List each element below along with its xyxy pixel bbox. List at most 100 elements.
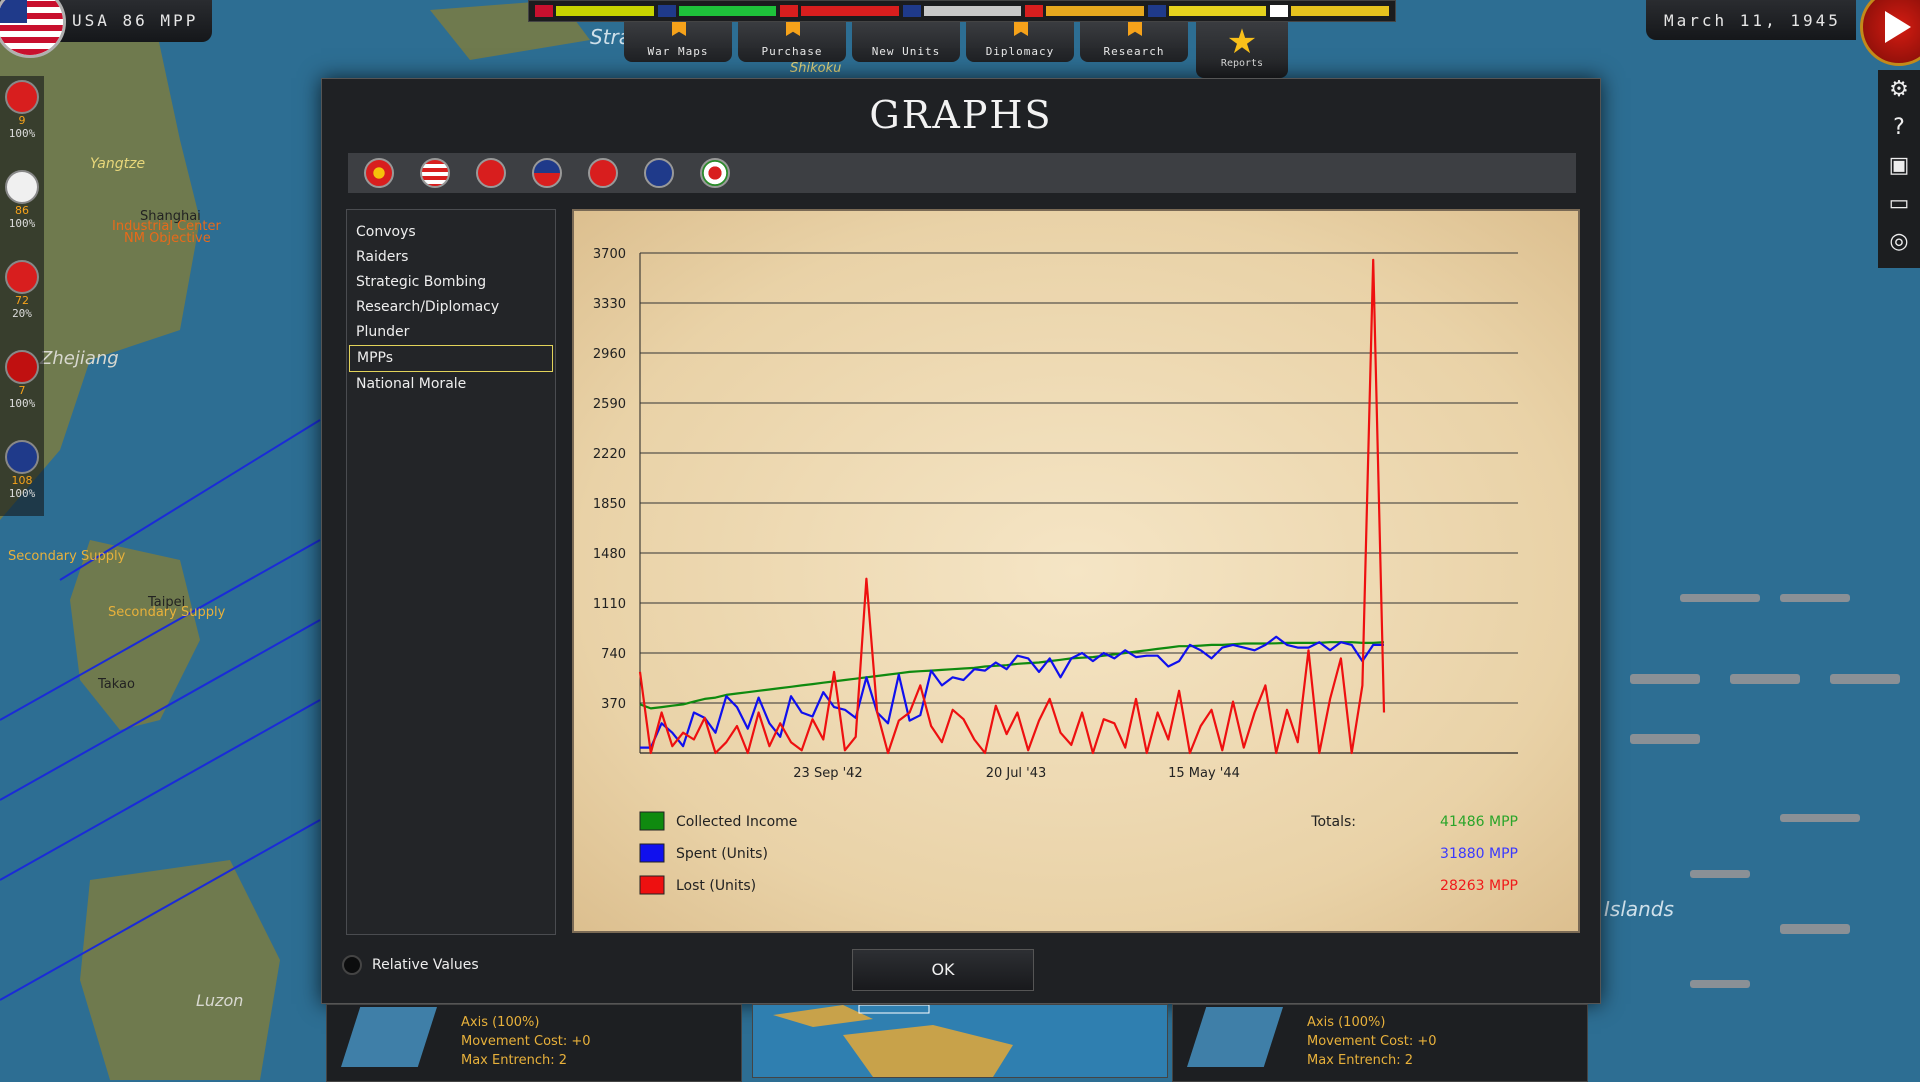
arrow-right-icon [1885,11,1911,43]
category-plunder[interactable]: Plunder [356,324,410,340]
flag-japan-icon[interactable] [700,158,730,188]
nation-item[interactable]: 72 20% [0,260,44,346]
flag-icon [5,440,39,474]
nation-bar-item[interactable] [1147,5,1267,17]
map-label-zhejiang: Zhejiang [39,348,119,369]
flag-philippines-icon[interactable] [532,158,562,188]
map-label-secondary-supply-2: Secondary Supply [108,605,226,620]
flag-ussr-icon[interactable] [476,158,506,188]
map-label-shanghai: Shanghai [140,209,201,224]
nation-item[interactable]: 86 100% [0,170,44,256]
category-strategic-bombing[interactable]: Strategic Bombing [356,274,487,290]
category-mpps[interactable]: MPPs [349,345,553,372]
relative-values-label: Relative Values [372,957,479,973]
pin-icon [786,22,800,36]
legend-label: Lost (Units) [676,878,756,894]
save-icon[interactable]: ▣ [1888,152,1910,178]
date-label: March 11, 1945 [1664,11,1841,30]
right-toolbar: ⚙ ? ▣ ▭ ◎ [1878,70,1920,268]
nation-item[interactable]: 108 100% [0,440,44,526]
info-line: Movement Cost: +0 [1307,1034,1437,1049]
info-line: Axis (100%) [1307,1015,1386,1030]
flag-usa-icon[interactable] [420,158,450,188]
map-label-secondary-supply-1: Secondary Supply [8,549,126,564]
war-maps-button[interactable]: War Maps [624,22,732,62]
purchase-button[interactable]: Purchase [738,22,846,62]
y-tick-label: 1110 [593,597,626,612]
flag-icon [5,80,39,114]
legend-total: 41486 MPP [1440,814,1518,830]
nation-status-bar[interactable] [528,0,1396,22]
map-label-industrial-center: Industrial Center [112,219,222,234]
info-line: Max Entrench: 2 [1307,1053,1414,1068]
nation-bar-item[interactable] [1270,5,1390,17]
nation-bar-item[interactable] [902,5,1022,17]
legend-swatch [639,811,665,831]
series-line [639,641,1385,710]
nation-list: 9 100% 86 100% 72 20% 7 100% 108 100% [0,76,44,516]
flag-australia-icon[interactable] [644,158,674,188]
research-button[interactable]: Research [1080,22,1188,62]
chat-icon[interactable]: ▭ [1888,190,1910,216]
nation-bar-item[interactable] [535,5,654,17]
mpp-label: USA 86 MPP [72,11,199,30]
flag-china-communist-icon[interactable] [588,158,618,188]
y-tick-label: 2960 [593,347,626,362]
reports-button[interactable]: ★ Reports [1196,22,1288,78]
series-line [638,258,1386,755]
legend-swatch [639,875,665,895]
nation-item[interactable]: 9 100% [0,80,44,166]
nation-flag-strip [348,153,1576,193]
dialog-title: GRAPHS [869,93,1053,137]
pin-icon [1128,22,1142,36]
help-icon[interactable]: ? [1893,114,1905,140]
relative-values-toggle[interactable]: Relative Values [342,955,479,975]
y-tick-label: 1480 [593,547,626,562]
y-tick-label: 740 [601,647,626,662]
hex-info-left: Axis (100%) Movement Cost: +0 Max Entren… [326,1004,742,1082]
chart-panel: 370 740 1110 1480 1850 2220 2590 2960 3330 3700 23… [572,209,1580,933]
x-tick-label: 23 Sep '42 [793,766,862,781]
y-tick-label: 3330 [593,297,626,312]
minimap[interactable] [752,1004,1168,1078]
nation-bar-item[interactable] [657,5,777,17]
info-line: Axis (100%) [461,1015,540,1030]
y-tick-label: 1850 [593,497,626,512]
nation-item[interactable]: 7 100% [0,350,44,436]
info-line: Max Entrench: 2 [461,1053,568,1068]
category-raiders[interactable]: Raiders [356,249,409,265]
totals-label: Totals: [1310,814,1356,830]
flag-china-nationalist-icon[interactable] [364,158,394,188]
info-line: Movement Cost: +0 [461,1034,591,1049]
legend-total: 31880 MPP [1440,846,1518,862]
nation-bar-item[interactable] [1025,5,1144,17]
y-tick-label: 2220 [593,447,626,462]
terrain-hex-icon [341,1007,437,1067]
gear-icon[interactable]: ⚙ [1889,76,1909,102]
mpp-line-chart: 370 740 1110 1480 1850 2220 2590 2960 3330 3700 23… [593,247,1518,895]
graphs-dialog: GRAPHS Convoys Raiders Strategic Bombing… [321,78,1601,1004]
diplomacy-button[interactable]: Diplomacy [966,22,1074,62]
map-label-islands: Islands [1604,897,1674,921]
usa-flag-icon[interactable] [0,0,66,58]
pin-icon [672,22,686,36]
category-research-diplomacy[interactable]: Research/Diplomacy [356,299,500,315]
target-icon[interactable]: ◎ [1889,228,1909,254]
map-label-nm-objective: NM Objective [124,231,211,246]
new-units-button[interactable]: New Units [852,22,960,62]
y-tick-label: 3700 [593,247,626,262]
category-list: Convoys Raiders Strategic Bombing Resear… [346,209,556,935]
category-national-morale[interactable]: National Morale [356,376,467,392]
ok-button[interactable]: OK [852,949,1034,991]
hex-info-right: Axis (100%) Movement Cost: +0 Max Entren… [1172,1004,1588,1082]
mpp-display: USA 86 MPP [0,0,212,58]
radio-button[interactable] [342,955,362,975]
nation-bar-item[interactable] [780,5,899,17]
legend-total: 28263 MPP [1440,878,1518,894]
category-convoys[interactable]: Convoys [356,224,416,240]
map-label-luzon: Luzon [196,991,243,1010]
x-tick-label: 20 Jul '43 [986,766,1047,781]
series-line [640,635,1384,749]
map-label-takao: Takao [97,677,135,692]
star-icon: ★ [1226,22,1258,62]
